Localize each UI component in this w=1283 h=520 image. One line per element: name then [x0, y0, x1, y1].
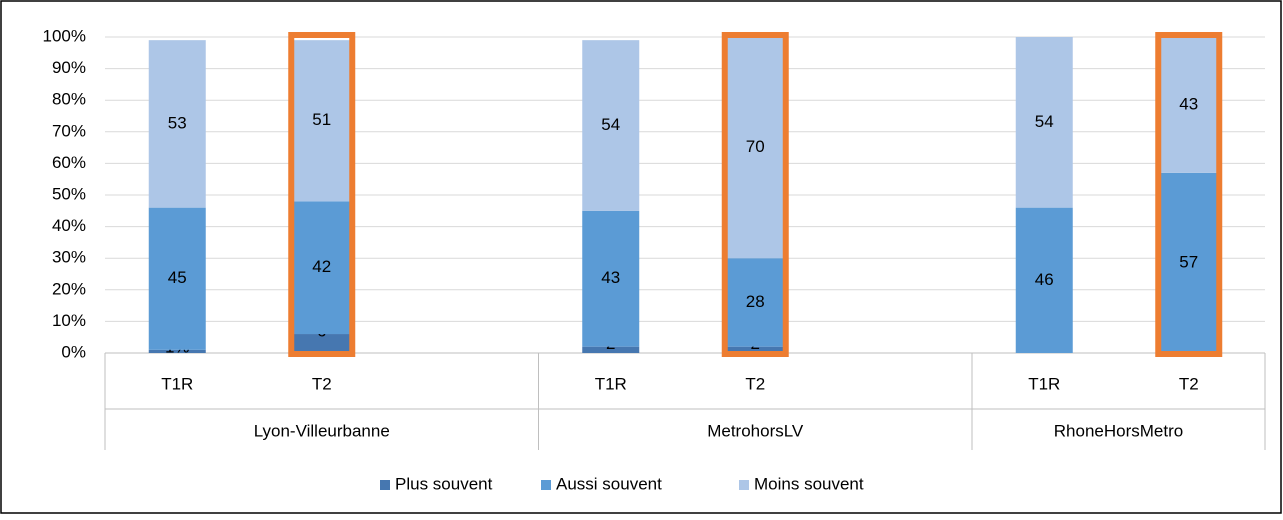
data-label: 43: [601, 268, 620, 287]
group-label: MetrohorsLV: [707, 421, 804, 440]
data-label: 70: [746, 137, 765, 156]
bar-segment: [148, 349, 206, 353]
bar-segment: [293, 334, 351, 353]
bar-segment: [293, 40, 351, 202]
bar-segment: [726, 258, 784, 347]
bar-segment: [582, 40, 640, 211]
bar-segment: [1015, 207, 1073, 353]
x-tick-label: T1R: [161, 374, 193, 393]
data-label: 54: [601, 115, 620, 134]
x-tick-label: T2: [1179, 374, 1199, 393]
highlight-box: [288, 32, 356, 357]
bar-segment: [726, 346, 784, 353]
x-tick-label: T2: [312, 374, 332, 393]
bar-segment: [726, 37, 784, 259]
y-tick-label: 0%: [61, 342, 86, 361]
data-label: 45: [168, 268, 187, 287]
legend-swatch: [541, 480, 551, 490]
y-tick-label: 60%: [52, 153, 86, 172]
data-label: 54: [1035, 112, 1054, 131]
data-label: 46: [1035, 270, 1054, 289]
data-label: 43: [1179, 94, 1198, 113]
x-tick-label: T1R: [595, 374, 627, 393]
legend-swatch: [739, 480, 749, 490]
bar-segment: [582, 210, 640, 347]
data-label: 53: [168, 113, 187, 132]
y-tick-label: 90%: [52, 58, 86, 77]
bar-segment: [1160, 172, 1218, 353]
y-tick-label: 20%: [52, 279, 86, 298]
y-tick-label: 50%: [52, 184, 86, 203]
group-label: Lyon-Villeurbanne: [254, 421, 390, 440]
legend-label: Aussi souvent: [556, 474, 662, 493]
y-tick-label: 40%: [52, 216, 86, 235]
bar-segment: [1015, 37, 1073, 208]
data-label: 51: [312, 110, 331, 129]
bar-segment: [582, 346, 640, 353]
bar-segment: [148, 40, 206, 208]
bar-segment: [148, 207, 206, 350]
data-label: 42: [312, 257, 331, 276]
data-label: 28: [746, 292, 765, 311]
bar-segment: [1160, 37, 1218, 173]
highlight-box: [1155, 32, 1223, 357]
x-tick-label: T1R: [1028, 374, 1060, 393]
legend-label: Moins souvent: [754, 474, 864, 493]
data-label: 57: [1179, 252, 1198, 271]
bar-segment: [293, 201, 351, 335]
legend-swatch: [380, 480, 390, 490]
legend-label: Plus souvent: [395, 474, 493, 493]
y-tick-label: 80%: [52, 90, 86, 109]
y-tick-label: 70%: [52, 121, 86, 140]
highlight-box: [721, 32, 789, 357]
x-tick-label: T2: [745, 374, 765, 393]
group-label: RhoneHorsMetro: [1054, 421, 1183, 440]
y-tick-label: 100%: [43, 26, 86, 45]
y-tick-label: 10%: [52, 311, 86, 330]
y-tick-label: 30%: [52, 248, 86, 267]
